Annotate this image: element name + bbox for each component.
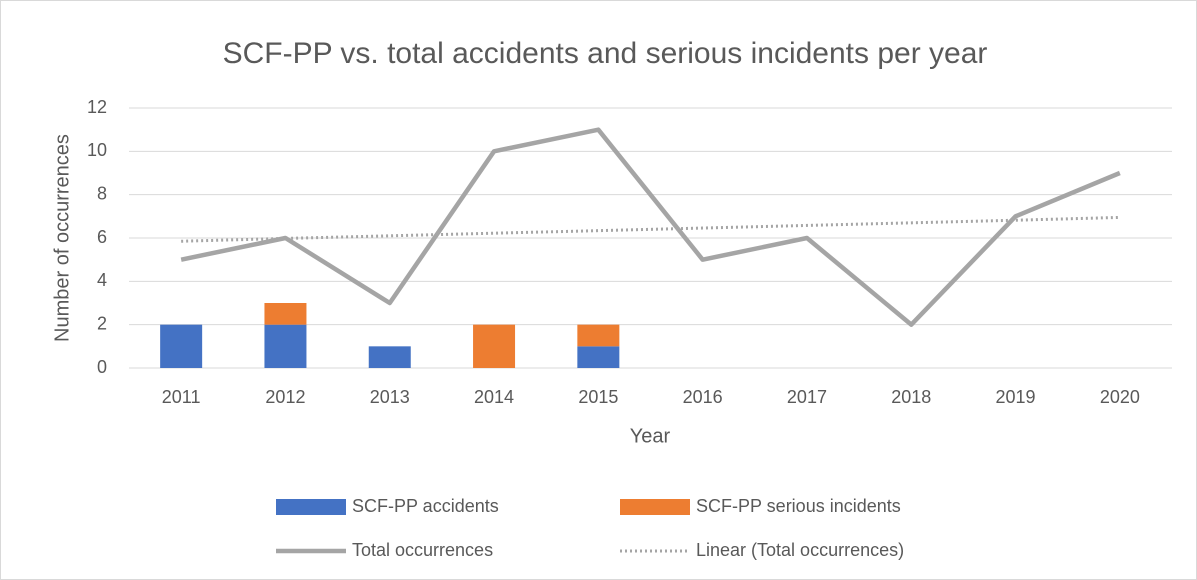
bar	[264, 303, 307, 325]
y-tick-label: 12	[87, 97, 107, 117]
bar	[473, 324, 516, 368]
x-tick-label: 2012	[265, 387, 305, 407]
y-tick-label: 6	[97, 227, 107, 247]
chart-title: SCF-PP vs. total accidents and serious i…	[223, 37, 988, 70]
legend-swatch	[620, 499, 690, 515]
x-tick-label: 2015	[578, 387, 618, 407]
legend-label: SCF-PP serious incidents	[696, 496, 901, 516]
bar	[577, 324, 620, 347]
bar	[577, 346, 620, 368]
y-tick-label: 4	[97, 270, 107, 290]
bar	[264, 324, 307, 368]
x-tick-label: 2020	[1100, 387, 1140, 407]
legend-label: Total occurrences	[352, 540, 493, 560]
x-tick-label: 2016	[683, 387, 723, 407]
y-axis-label: Number of occurrences	[51, 134, 73, 342]
x-tick-label: 2013	[370, 387, 410, 407]
trend-line	[181, 215, 1120, 243]
y-tick-label: 0	[97, 357, 107, 377]
x-tick-label: 2017	[787, 387, 827, 407]
legend-swatch	[276, 499, 346, 515]
bar	[368, 346, 411, 368]
x-tick-label: 2018	[891, 387, 931, 407]
y-tick-label: 10	[87, 140, 107, 160]
legend-label: Linear (Total occurrences)	[696, 540, 904, 560]
x-tick-label: 2014	[474, 387, 514, 407]
x-tick-label: 2011	[162, 387, 201, 407]
x-tick-label: 2019	[996, 387, 1036, 407]
bar	[160, 324, 203, 368]
y-tick-label: 8	[97, 183, 107, 203]
x-axis-label: Year	[630, 425, 671, 447]
legend-label: SCF-PP accidents	[352, 496, 499, 516]
line	[180, 127, 1121, 327]
y-tick-label: 2	[97, 313, 107, 333]
